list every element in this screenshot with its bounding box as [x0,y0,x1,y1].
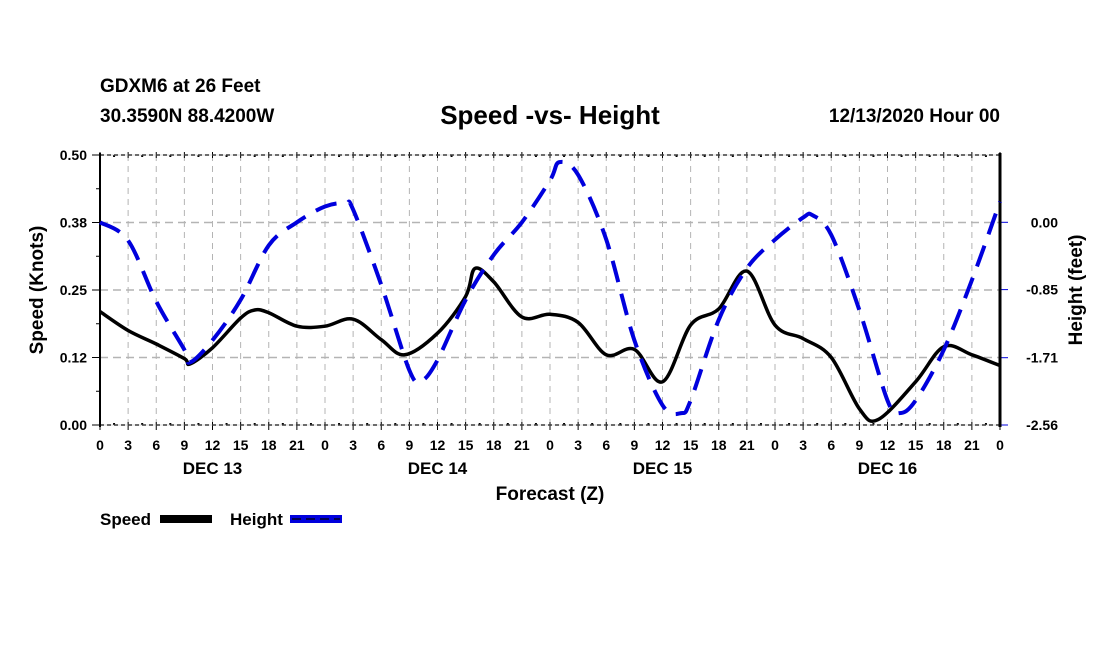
x-tick-label: 12 [655,437,671,453]
legend-label-speed: Speed [100,510,151,529]
x-tick-label: 12 [205,437,221,453]
coordinates-label: 30.3590N 88.4200W [100,106,275,127]
x-tick-label: 0 [546,437,554,453]
legend-swatch-height [290,515,342,523]
x-tick-label: 9 [855,437,863,453]
series-line-speed [99,266,1001,424]
series [98,159,1002,424]
x-tick-label: 12 [880,437,896,453]
x-tick-label: 6 [602,437,610,453]
x-tick-label: 18 [261,437,277,453]
series-line-height [98,159,1002,417]
day-label: DEC 15 [633,459,693,478]
y2-axis-title: Height (feet) [1066,235,1087,346]
y-tick-label: 0.00 [60,417,87,433]
x-tick-label: 18 [486,437,502,453]
y2-tick-label: -0.85 [1026,282,1058,298]
x-tick-label: 0 [771,437,779,453]
y2-tick-label: -1.71 [1026,350,1058,366]
x-tick-label: 0 [996,437,1004,453]
legend-label-height: Height [230,510,283,529]
x-tick-label: 18 [711,437,727,453]
axes [92,152,1008,430]
x-tick-label: 21 [739,437,755,453]
grid [100,155,1000,425]
x-tick-label: 21 [964,437,980,453]
x-tick-label: 3 [349,437,357,453]
station-label: GDXM6 at 26 Feet [100,76,261,97]
x-tick-label: 21 [514,437,530,453]
x-tick-label: 15 [458,437,474,453]
x-tick-label: 0 [321,437,329,453]
y-tick-label: 0.25 [60,282,87,298]
x-tick-label: 21 [289,437,305,453]
chart-title-text: Speed -vs- Height [440,100,660,130]
y-tick-label: 0.38 [60,215,87,231]
x-tick-label: 18 [936,437,952,453]
x-tick-label: 6 [827,437,835,453]
x-tick-label: 9 [630,437,638,453]
x-tick-label: 3 [124,437,132,453]
legend-swatch-speed [160,515,212,523]
x-tick-label: 15 [908,437,924,453]
chart-title: Speed -vs- Height [0,100,1100,131]
forecast-datetime: 12/13/2020 Hour 00 [828,106,1000,127]
x-tick-label: 6 [152,437,160,453]
axis-labels: 0 3 6 9 12 15 18 21 0 3 6 9 12 15 18 21 0 3 6 9 12 15 18 21 0 3 6 9… [27,147,1087,505]
x-axis-title: Forecast (Z) [496,484,605,505]
day-label: DEC 14 [408,459,468,478]
legend: Speed Height [100,510,342,529]
y2-tick-label: -2.56 [1026,417,1058,433]
x-tick-label: 6 [377,437,385,453]
y-tick-label: 0.12 [60,350,87,366]
day-label: DEC 16 [858,459,918,478]
y-axis-title: Speed (Knots) [27,226,48,355]
x-tick-label: 12 [430,437,446,453]
y-tick-label: 0.50 [60,147,87,163]
x-tick-label: 9 [180,437,188,453]
x-tick-label: 15 [683,437,699,453]
x-tick-label: 3 [799,437,807,453]
x-tick-label: 3 [574,437,582,453]
x-tick-label: 9 [405,437,413,453]
day-label: DEC 13 [183,459,243,478]
x-tick-label: 0 [96,437,104,453]
y2-tick-label: 0.00 [1031,214,1058,230]
x-tick-label: 15 [233,437,249,453]
